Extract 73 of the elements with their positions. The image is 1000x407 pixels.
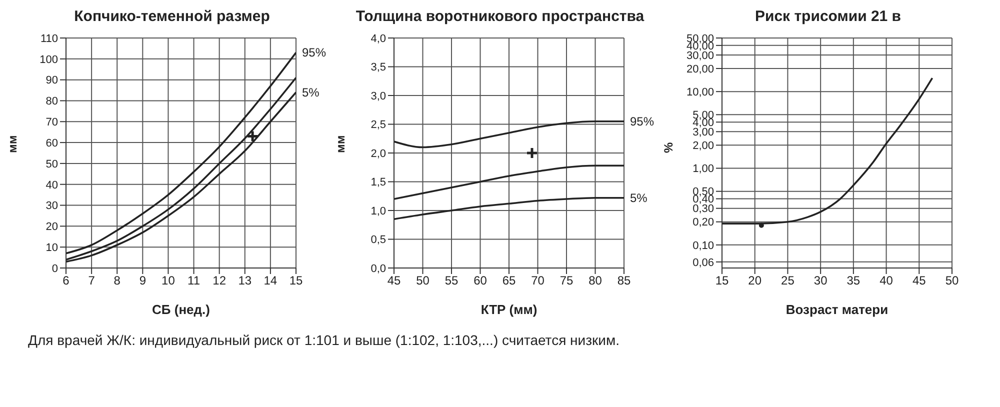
- x-tick-label: 25: [781, 274, 795, 288]
- series-label: 95%: [302, 46, 326, 60]
- x-tick-label: 7: [88, 274, 96, 288]
- y-tick-label: 4,00: [692, 117, 714, 129]
- y-tick-label: 110: [40, 32, 58, 45]
- y-axis-title: мм: [333, 135, 348, 153]
- x-tick-label: 11: [188, 274, 200, 288]
- x-tick-label: 65: [502, 274, 516, 288]
- chart-title: Копчико-теменной размер: [73, 8, 271, 27]
- y-tick-label: 80: [46, 96, 58, 108]
- text: Для врачей Ж/К: индивидуальный риск от 1:101 и выше (1:102, 1:103,...) считается низким.: [27, 332, 620, 348]
- x-tick-label: 50: [945, 274, 959, 288]
- x-axis-title: СБ (нед.): [152, 302, 210, 317]
- x-tick-label: 8: [114, 274, 121, 288]
- y-tick-label: 0,30: [692, 203, 714, 216]
- x-tick-label: 13: [238, 274, 252, 288]
- y-tick-label: 1,00: [692, 163, 714, 176]
- x-tick-label: 9: [139, 274, 146, 288]
- x-tick-label: 50: [416, 274, 430, 288]
- x-tick-label: 20: [748, 274, 762, 288]
- y-tick-label: 40: [46, 179, 58, 192]
- y-tick-label: 2,0: [370, 148, 386, 160]
- x-tick-label: 30: [814, 274, 828, 288]
- y-tick-label: 3,0: [370, 90, 386, 102]
- y-tick-label: 3,00: [692, 126, 714, 139]
- x-tick-label: 35: [846, 274, 860, 288]
- x-tick-label: 75: [560, 274, 574, 288]
- x-tick-label: 10: [162, 274, 176, 288]
- x-tick-label: 15: [289, 274, 303, 288]
- y-tick-label: 4,0: [370, 32, 386, 45]
- chart-title: Риск трисомии 21 в: [754, 8, 902, 27]
- series-label: 5%: [302, 85, 320, 100]
- y-tick-label: 50: [46, 158, 58, 170]
- y-tick-label: 1,0: [370, 205, 386, 218]
- x-tick-label: 55: [444, 274, 458, 288]
- series-label: 5%: [630, 190, 648, 205]
- x-tick-label: 40: [880, 274, 894, 288]
- chart-title: Толщина воротникового пространства: [354, 8, 646, 27]
- y-tick-label: 0,06: [692, 256, 714, 269]
- y-tick-label: 0,0: [370, 262, 386, 275]
- y-tick-label: 2,5: [370, 119, 386, 132]
- y-tick-label: 0,20: [692, 216, 714, 229]
- y-tick-label: 10,00: [686, 86, 714, 98]
- x-tick-label: 60: [474, 274, 488, 288]
- y-tick-label: 70: [46, 116, 58, 129]
- y-tick-label: 0,10: [692, 240, 714, 252]
- y-axis-title: мм: [5, 135, 20, 153]
- y-tick-label: 20: [46, 221, 58, 234]
- x-tick-label: 6: [62, 274, 70, 288]
- y-tick-label: 90: [46, 74, 58, 87]
- series-label: 95%: [630, 114, 654, 128]
- y-tick-label: 30,00: [686, 50, 714, 62]
- y-tick-label: 100: [40, 54, 58, 66]
- y-tick-label: 0,5: [370, 234, 386, 246]
- x-axis-title: КТР (мм): [480, 302, 538, 317]
- y-axis-title: %: [661, 142, 676, 153]
- y-tick-label: 1,5: [370, 176, 386, 189]
- x-tick-label: 80: [588, 274, 602, 288]
- x-tick-label: 15: [715, 274, 729, 288]
- x-tick-label: 45: [387, 274, 401, 288]
- x-axis-title: Возраст матери: [786, 302, 888, 317]
- x-tick-label: 12: [212, 274, 226, 288]
- y-tick-label: 30: [46, 200, 58, 212]
- y-tick-label: 0: [52, 262, 58, 275]
- x-tick-label: 85: [617, 274, 631, 288]
- y-tick-label: 2,00: [692, 140, 714, 152]
- x-tick-label: 45: [912, 274, 926, 288]
- y-tick-label: 20,00: [686, 63, 714, 76]
- x-tick-label: 70: [531, 274, 545, 288]
- x-tick-label: 14: [264, 274, 278, 288]
- y-tick-label: 10: [46, 242, 58, 254]
- y-tick-label: 3,5: [370, 62, 386, 74]
- y-tick-label: 60: [46, 137, 58, 150]
